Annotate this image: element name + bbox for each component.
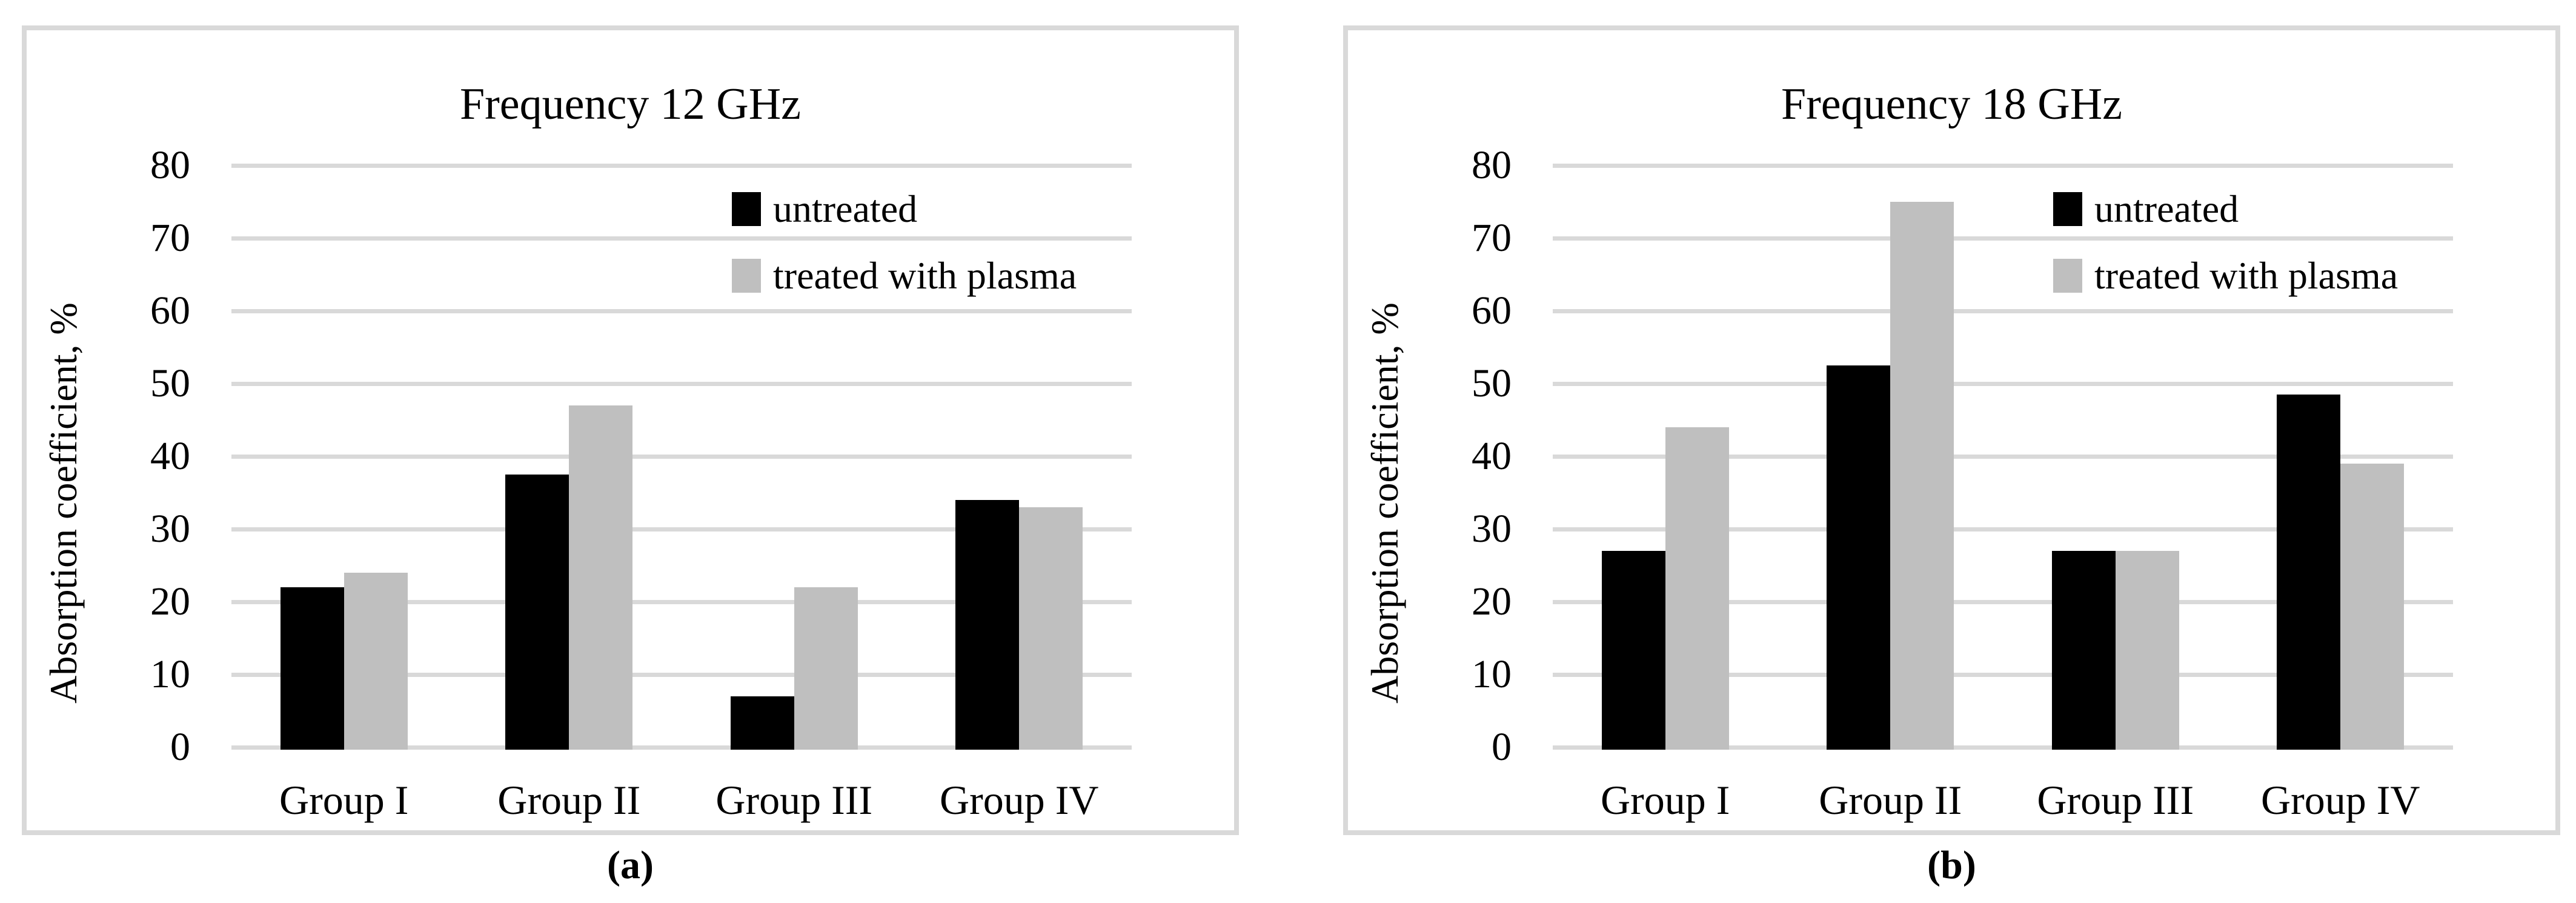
gridline-70 <box>231 236 1132 241</box>
gridline-30 <box>1553 527 2453 531</box>
y-tick-label-70: 70 <box>150 216 190 260</box>
y-tick-label-10: 10 <box>150 652 190 696</box>
plot-area <box>231 164 1132 750</box>
bar-treated-with-plasma-group-iii <box>2115 551 2179 750</box>
y-tick-label-70: 70 <box>1472 216 1512 260</box>
chart-title: Frequency 12 GHz <box>459 79 802 129</box>
y-tick-label-20: 20 <box>1472 579 1512 624</box>
bar-treated-with-plasma-group-i <box>1665 427 1729 750</box>
legend-swatch-untreated <box>2053 192 2082 226</box>
legend-entry-treated-with-plasma: treated with plasma <box>732 256 1077 296</box>
legend-label: treated with plasma <box>773 254 1077 297</box>
subfigure-caption-b: (b) <box>1927 843 1976 887</box>
gridline-40 <box>1553 455 2453 459</box>
gridline-40 <box>231 455 1132 459</box>
legend-label: untreated <box>773 187 918 230</box>
legend-label: treated with plasma <box>2094 254 2398 297</box>
x-tick-label-group-i: Group I <box>1601 777 1730 823</box>
bar-treated-with-plasma-group-ii <box>569 405 633 750</box>
y-tick-label-40: 40 <box>1472 434 1512 478</box>
gridline-70 <box>1553 236 2453 241</box>
gridline-80 <box>231 164 1132 168</box>
y-tick-label-0: 0 <box>170 725 190 769</box>
legend-entry-untreated: untreated <box>2053 189 2398 229</box>
legend-entry-treated-with-plasma: treated with plasma <box>2053 256 2398 296</box>
chart-panel-18ghz: Frequency 18 GHz Absorption coefficient,… <box>1343 25 2560 835</box>
x-tick-label-group-ii: Group II <box>497 777 641 823</box>
x-tick-label-group-iv: Group IV <box>939 777 1099 823</box>
y-tick-label-60: 60 <box>1472 288 1512 333</box>
bar-untreated-group-iii <box>2051 551 2116 750</box>
legend-swatch-untreated <box>732 192 761 226</box>
x-tick-label-group-ii: Group II <box>1819 777 1962 823</box>
gridline-20 <box>1553 600 2453 604</box>
legend-swatch-treated-with-plasma <box>732 259 761 293</box>
y-tick-label-10: 10 <box>1472 652 1512 696</box>
bar-untreated-group-iv <box>955 500 1020 750</box>
bar-treated-with-plasma-group-i <box>344 573 408 750</box>
y-tick-label-20: 20 <box>150 579 190 624</box>
chart-title: Frequency 18 GHz <box>1781 79 2123 129</box>
legend: untreated treated with plasma <box>732 189 1077 296</box>
gridline-80 <box>1553 164 2453 168</box>
x-tick-label-group-i: Group I <box>279 777 409 823</box>
gridline-60 <box>231 309 1132 313</box>
y-tick-label-40: 40 <box>150 434 190 478</box>
y-tick-label-30: 30 <box>1472 507 1512 551</box>
gridline-30 <box>231 527 1132 531</box>
legend-swatch-treated-with-plasma <box>2053 259 2082 293</box>
y-tick-label-50: 50 <box>150 361 190 405</box>
x-tick-label-group-iv: Group IV <box>2260 777 2420 823</box>
gridline-60 <box>1553 309 2453 313</box>
bar-treated-with-plasma-group-ii <box>1890 202 1954 750</box>
y-tick-label-50: 50 <box>1472 361 1512 405</box>
y-tick-label-60: 60 <box>150 288 190 333</box>
bar-treated-with-plasma-group-iv <box>2340 464 2405 750</box>
bar-treated-with-plasma-group-iv <box>1019 507 1083 750</box>
gridline-0 <box>1553 745 2453 750</box>
y-tick-label-80: 80 <box>150 143 190 187</box>
y-tick-label-0: 0 <box>1492 725 1512 769</box>
y-tick-label-80: 80 <box>1472 143 1512 187</box>
y-tick-label-30: 30 <box>150 507 190 551</box>
bar-untreated-group-ii <box>505 475 569 750</box>
x-tick-label-group-iii: Group III <box>715 777 873 823</box>
gridline-50 <box>231 382 1132 386</box>
bar-treated-with-plasma-group-iii <box>794 587 858 750</box>
gridline-10 <box>231 673 1132 677</box>
x-tick-label-group-iii: Group III <box>2037 777 2194 823</box>
legend-entry-untreated: untreated <box>732 189 1077 229</box>
gridline-0 <box>231 745 1132 750</box>
gridline-50 <box>1553 382 2453 386</box>
bar-untreated-group-ii <box>1827 365 1891 750</box>
gridline-10 <box>1553 673 2453 677</box>
bar-untreated-group-i <box>280 587 344 750</box>
bar-untreated-group-iii <box>730 696 794 750</box>
gridline-20 <box>231 600 1132 604</box>
chart-panel-12ghz: Frequency 12 GHz Absorption coefficient,… <box>22 25 1239 835</box>
bar-untreated-group-iv <box>2277 395 2341 750</box>
legend-label: untreated <box>2094 187 2239 230</box>
subfigure-caption-a: (a) <box>607 843 654 887</box>
legend: untreated treated with plasma <box>2053 189 2398 296</box>
plot-area <box>1553 164 2453 750</box>
bar-untreated-group-i <box>1601 551 1665 750</box>
